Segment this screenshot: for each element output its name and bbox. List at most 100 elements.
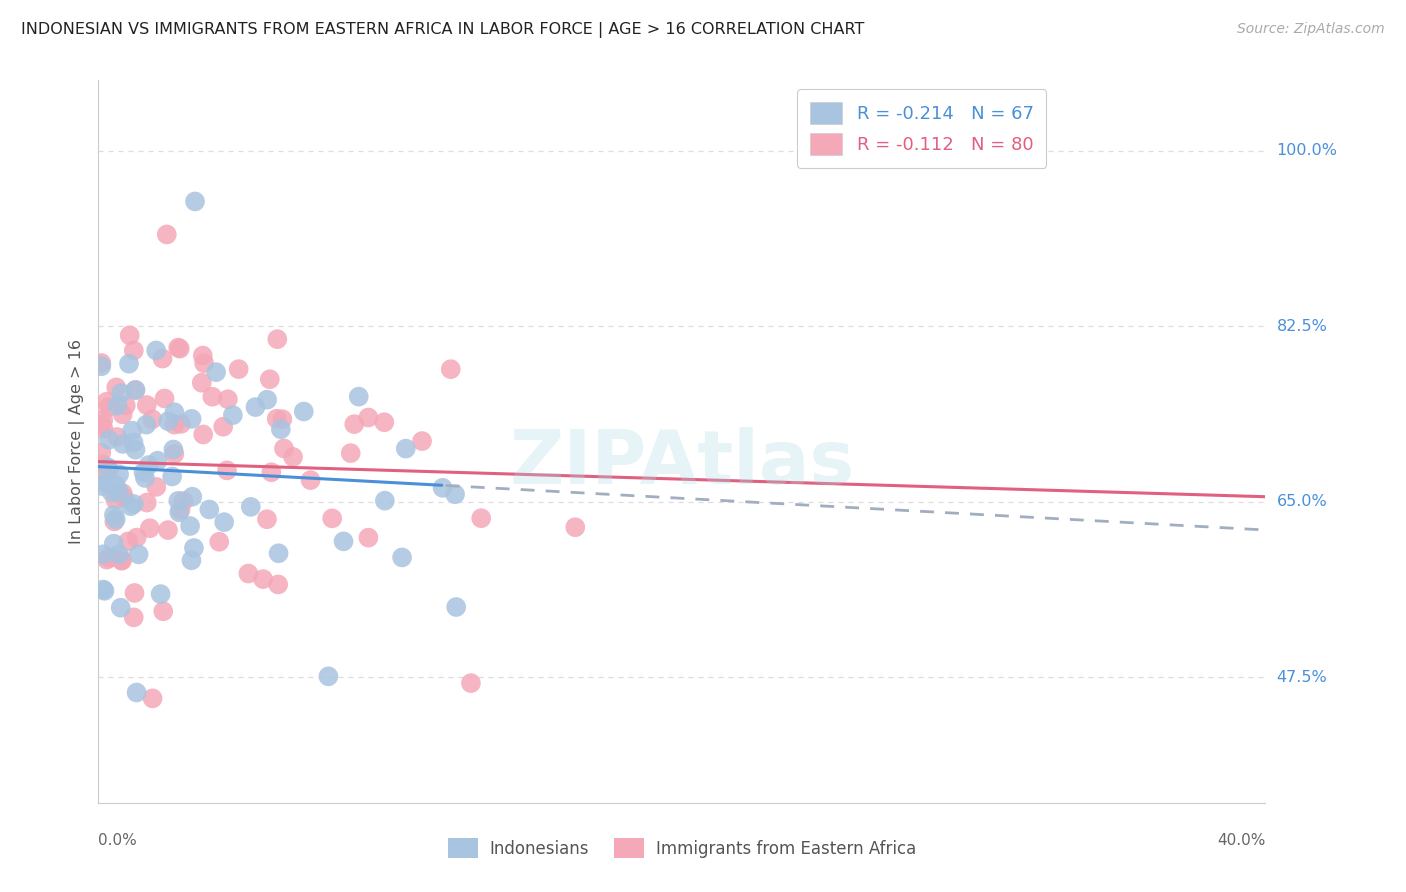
Point (460, 676, 482, 690)
Point (91, 479, 114, 493)
Point (111, 553, 134, 567)
Point (96, 552, 118, 566)
Text: INDONESIAN VS IMMIGRANTS FROM EASTERN AFRICA IN LABOR FORCE | AGE > 16 CORRELATI: INDONESIAN VS IMMIGRANTS FROM EASTERN AF… (21, 22, 865, 38)
Point (141, 412, 163, 426)
Point (125, 685, 148, 699)
Point (266, 332, 288, 346)
Point (167, 493, 190, 508)
Point (110, 386, 132, 401)
Point (170, 417, 193, 431)
Point (205, 365, 228, 379)
Point (145, 343, 167, 358)
Point (105, 430, 128, 444)
Point (281, 450, 304, 464)
Point (252, 572, 274, 586)
Point (201, 390, 224, 404)
Point (114, 399, 136, 413)
Point (97, 550, 120, 565)
Point (343, 417, 366, 431)
Point (259, 372, 281, 386)
Point (124, 383, 146, 397)
Point (156, 523, 179, 537)
Point (179, 519, 201, 533)
Point (120, 500, 142, 514)
Point (256, 392, 278, 407)
Point (104, 512, 127, 526)
Point (105, 380, 128, 394)
Point (357, 410, 380, 425)
Point (208, 534, 231, 549)
Point (162, 442, 184, 457)
Point (138, 458, 160, 472)
Point (332, 534, 354, 549)
Point (122, 343, 145, 358)
Point (180, 553, 202, 567)
Point (135, 495, 157, 509)
Point (198, 502, 221, 516)
Point (128, 547, 150, 561)
Point (267, 546, 290, 560)
Text: Source: ZipAtlas.com: Source: ZipAtlas.com (1237, 22, 1385, 37)
Point (222, 408, 245, 422)
Point (238, 566, 260, 581)
Point (160, 469, 183, 483)
Point (111, 407, 134, 421)
Point (108, 548, 131, 562)
Point (97, 463, 120, 477)
Point (256, 512, 278, 526)
Point (373, 415, 395, 429)
Point (267, 577, 290, 591)
Point (97, 400, 120, 414)
Point (167, 341, 190, 355)
Point (104, 492, 127, 507)
Point (142, 691, 165, 706)
Text: 0.0%: 0.0% (98, 833, 138, 848)
Point (212, 515, 235, 529)
Point (97, 460, 120, 475)
Point (217, 392, 239, 407)
Y-axis label: In Labor Force | Age > 16: In Labor Force | Age > 16 (69, 339, 84, 544)
Point (121, 424, 143, 438)
Point (107, 399, 129, 413)
Point (156, 227, 179, 242)
Point (124, 586, 146, 600)
Point (321, 511, 343, 525)
Point (163, 405, 186, 419)
Point (110, 600, 132, 615)
Point (111, 437, 134, 451)
Point (91, 582, 114, 597)
Point (90, 417, 112, 432)
Point (184, 194, 207, 209)
Point (108, 485, 131, 500)
Point (91, 413, 114, 427)
Text: 40.0%: 40.0% (1218, 833, 1265, 848)
Point (103, 515, 125, 529)
Point (96, 394, 118, 409)
Point (145, 480, 167, 494)
Point (271, 412, 294, 426)
Point (94, 475, 117, 490)
Point (139, 521, 162, 535)
Point (270, 422, 292, 436)
Point (152, 604, 174, 618)
Point (440, 362, 463, 376)
Point (245, 400, 267, 414)
Point (374, 493, 396, 508)
Point (444, 600, 467, 615)
Point (180, 412, 202, 426)
Point (108, 467, 131, 482)
Point (111, 554, 134, 568)
Point (122, 497, 145, 511)
Point (93, 583, 115, 598)
Point (132, 465, 155, 479)
Point (90, 356, 112, 370)
Text: 82.5%: 82.5% (1277, 318, 1327, 334)
Point (212, 419, 235, 434)
Point (97, 433, 120, 447)
Point (122, 435, 145, 450)
Point (153, 392, 176, 406)
Text: 65.0%: 65.0% (1277, 494, 1327, 509)
Point (339, 446, 361, 460)
Point (135, 417, 157, 432)
Point (193, 427, 215, 442)
